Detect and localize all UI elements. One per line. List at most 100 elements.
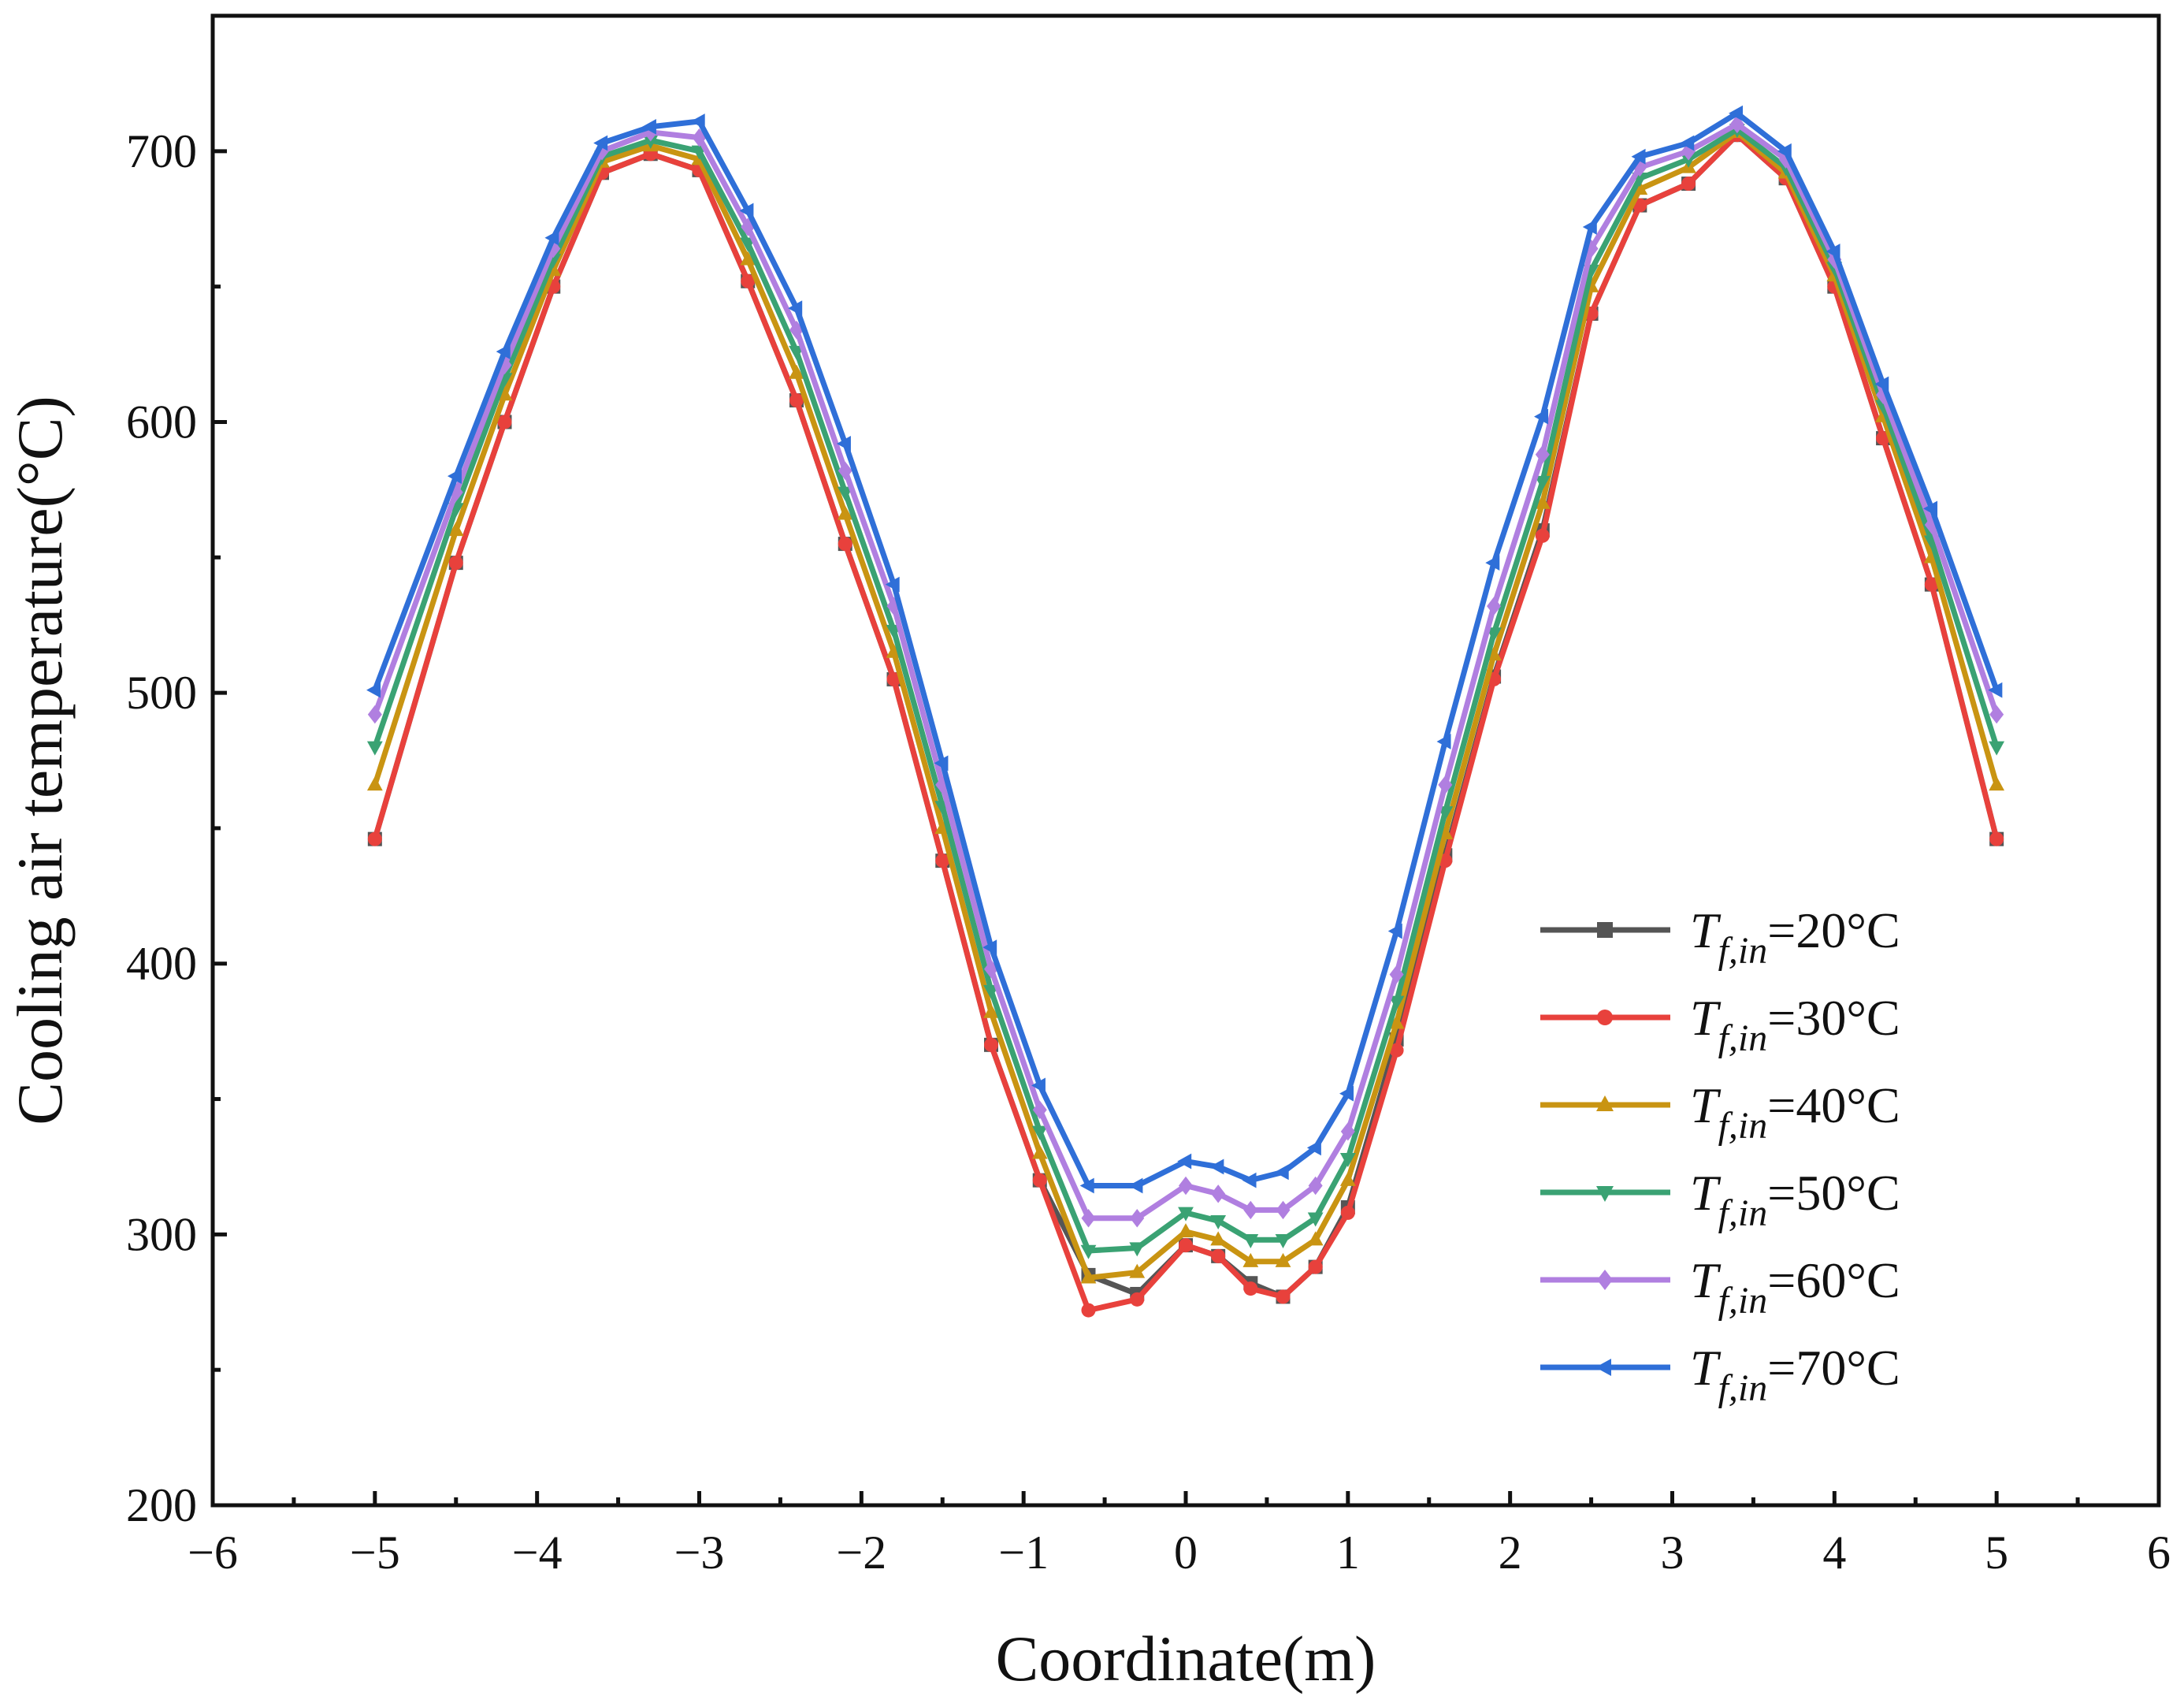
y-tick-label: 300 (126, 1208, 197, 1260)
legend-swatch-marker (1597, 1270, 1613, 1290)
data-point (366, 682, 381, 698)
y-tick-label: 700 (126, 125, 197, 177)
data-point (448, 483, 463, 502)
data-point (1436, 734, 1451, 749)
data-point (1681, 153, 1696, 168)
data-point (1243, 1200, 1258, 1220)
data-point (1388, 1014, 1405, 1029)
x-tick-label: 3 (1661, 1527, 1684, 1579)
data-point (1306, 1140, 1321, 1156)
data-point (788, 300, 803, 317)
legend-swatch-marker (1595, 1359, 1611, 1376)
data-point (1210, 1231, 1227, 1246)
data-point (1582, 219, 1597, 235)
x-tick-label: 0 (1174, 1527, 1198, 1579)
data-point (1209, 1158, 1224, 1175)
data-point (1129, 1263, 1146, 1278)
series-2 (367, 128, 2004, 1318)
data-point (1339, 1171, 1356, 1186)
x-tick-label: 6 (2147, 1527, 2171, 1579)
data-point (935, 854, 950, 868)
x-axis-title: Coordinate(m) (996, 1623, 1376, 1694)
data-point (1274, 1164, 1289, 1181)
data-point (983, 1003, 999, 1018)
legend-label: Tf,in=20°C (1690, 902, 1900, 972)
data-point (1308, 1259, 1323, 1274)
x-tick-label: 5 (1985, 1527, 2008, 1579)
data-point (1130, 1209, 1145, 1228)
data-point (1777, 143, 1792, 159)
x-tick-label: 2 (1499, 1527, 1522, 1579)
data-point (1534, 475, 1551, 490)
data-point (836, 436, 851, 452)
data-point (367, 705, 382, 724)
legend-item: Tf,in=40°C (1540, 1077, 1900, 1147)
data-point (1130, 1292, 1145, 1307)
data-point (1534, 494, 1551, 509)
data-point (1031, 1077, 1046, 1094)
legend-item: Tf,in=50°C (1540, 1165, 1900, 1234)
data-point (934, 755, 949, 772)
y-tick-label: 200 (126, 1479, 197, 1531)
series-layer (366, 105, 2005, 1318)
data-point (1081, 1303, 1096, 1318)
data-point (1535, 528, 1550, 543)
x-tick-label: −2 (836, 1527, 886, 1579)
x-tick-label: 1 (1336, 1527, 1360, 1579)
data-point (1389, 965, 1404, 984)
data-point (1874, 376, 1889, 392)
data-point (1989, 705, 2004, 724)
data-point (1681, 177, 1696, 192)
data-point (1275, 1252, 1291, 1267)
legend-swatch-marker (1597, 1010, 1613, 1025)
data-point (739, 203, 754, 219)
data-point (1534, 408, 1549, 425)
data-point (1729, 105, 1744, 121)
legend-swatch-marker (1596, 1186, 1614, 1202)
data-point (1211, 1184, 1226, 1203)
data-point (1387, 923, 1402, 939)
data-point (1989, 741, 2005, 756)
data-point (366, 776, 383, 791)
data-point (1210, 1214, 1227, 1229)
data-point (1243, 1281, 1258, 1296)
data-point (1275, 1234, 1291, 1249)
data-point (837, 486, 853, 501)
data-point (885, 576, 900, 593)
data-point (1079, 1177, 1094, 1194)
legend-label: Tf,in=70°C (1690, 1340, 1900, 1409)
data-point (741, 273, 756, 288)
data-point (1308, 1176, 1323, 1196)
data-point (1340, 1205, 1355, 1220)
data-point (1388, 995, 1405, 1010)
data-point (1129, 1242, 1146, 1257)
data-point (1989, 776, 2005, 791)
data-point (1178, 1223, 1194, 1238)
data-point (1081, 1209, 1096, 1228)
legend-label: Tf,in=30°C (1690, 990, 1900, 1059)
data-point (593, 135, 608, 151)
legend-item: Tf,in=20°C (1540, 902, 1900, 972)
x-tick-label: −5 (350, 1527, 400, 1579)
data-point (1307, 1231, 1324, 1246)
data-point (1178, 1207, 1194, 1222)
data-point (1988, 682, 2003, 698)
data-point (838, 461, 852, 481)
y-axis-title: Cooling air temperature(°C) (4, 396, 76, 1125)
data-point (1032, 1173, 1047, 1188)
data-point (544, 229, 559, 246)
data-point (1485, 555, 1500, 571)
data-point (366, 741, 383, 756)
data-point (1923, 500, 1938, 517)
data-point (1680, 135, 1695, 151)
data-point (448, 522, 464, 537)
data-point (1080, 1244, 1097, 1259)
data-point (1340, 1122, 1355, 1141)
data-point (497, 415, 512, 430)
series-6 (366, 105, 2003, 1194)
data-point (1179, 1238, 1193, 1253)
data-point (1276, 1200, 1291, 1220)
data-point (1438, 775, 1453, 794)
